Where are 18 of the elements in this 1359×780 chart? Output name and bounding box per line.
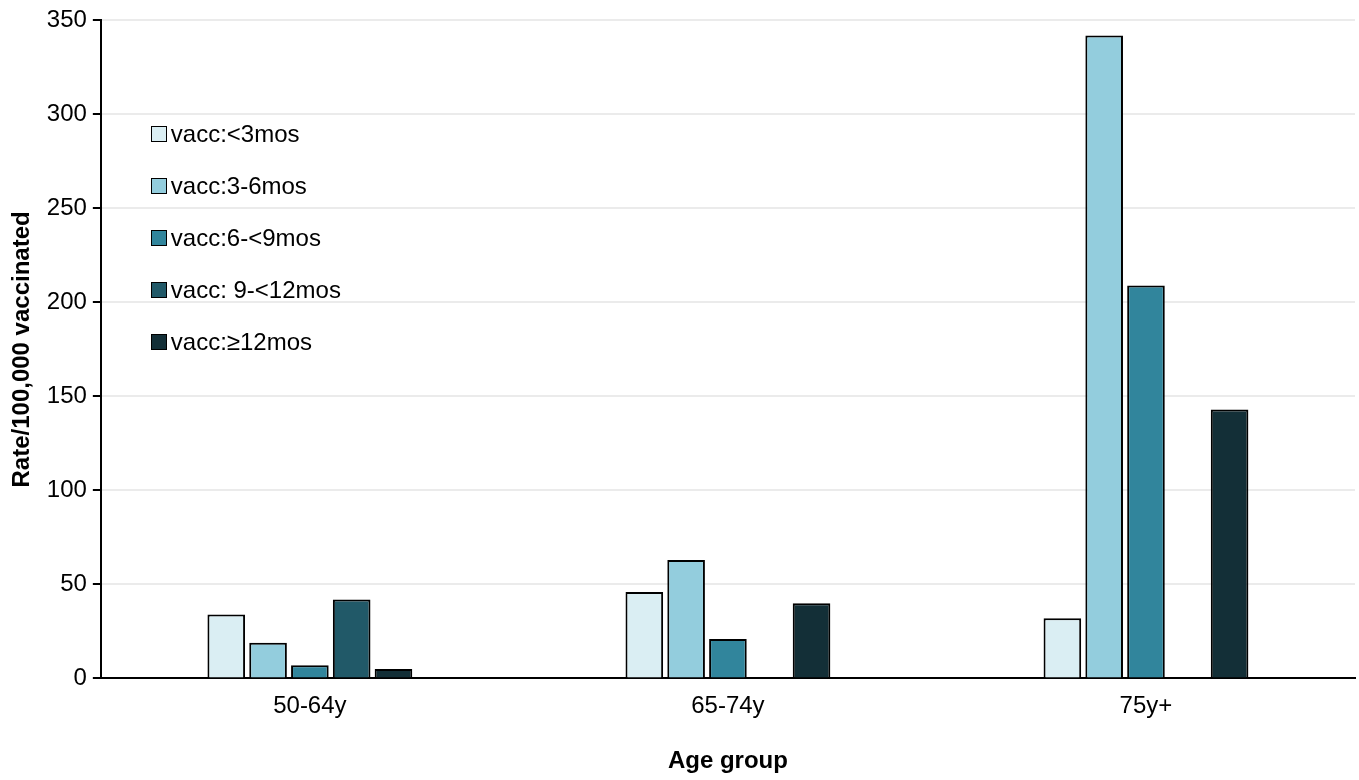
x-tick-label: 65-74y	[691, 691, 765, 719]
x-axis-title: Age group	[667, 746, 788, 774]
legend-label: vacc:3-6mos	[170, 172, 307, 201]
y-tick-label: 300	[46, 99, 87, 127]
x-tick-label: 75y+	[1119, 691, 1173, 719]
legend-label: vacc:6-<9mos	[170, 224, 321, 253]
legend-label: vacc: 9-<12mos	[170, 276, 341, 305]
y-tick-label: 250	[46, 193, 87, 221]
y-tick-label: 150	[46, 381, 87, 409]
x-tick-label: 50-64y	[273, 691, 347, 719]
y-tick-label: 350	[46, 5, 87, 33]
y-tick-label: 0	[73, 663, 87, 691]
legend-label: vacc:≥12mos	[170, 328, 313, 357]
y-axis-title: Rate/100,000 vaccinated	[7, 211, 35, 488]
y-tick-label: 200	[46, 287, 87, 315]
legend-label: vacc:<3mos	[170, 120, 300, 149]
y-tick-label: 50	[60, 569, 87, 597]
y-tick-label: 100	[46, 475, 87, 503]
